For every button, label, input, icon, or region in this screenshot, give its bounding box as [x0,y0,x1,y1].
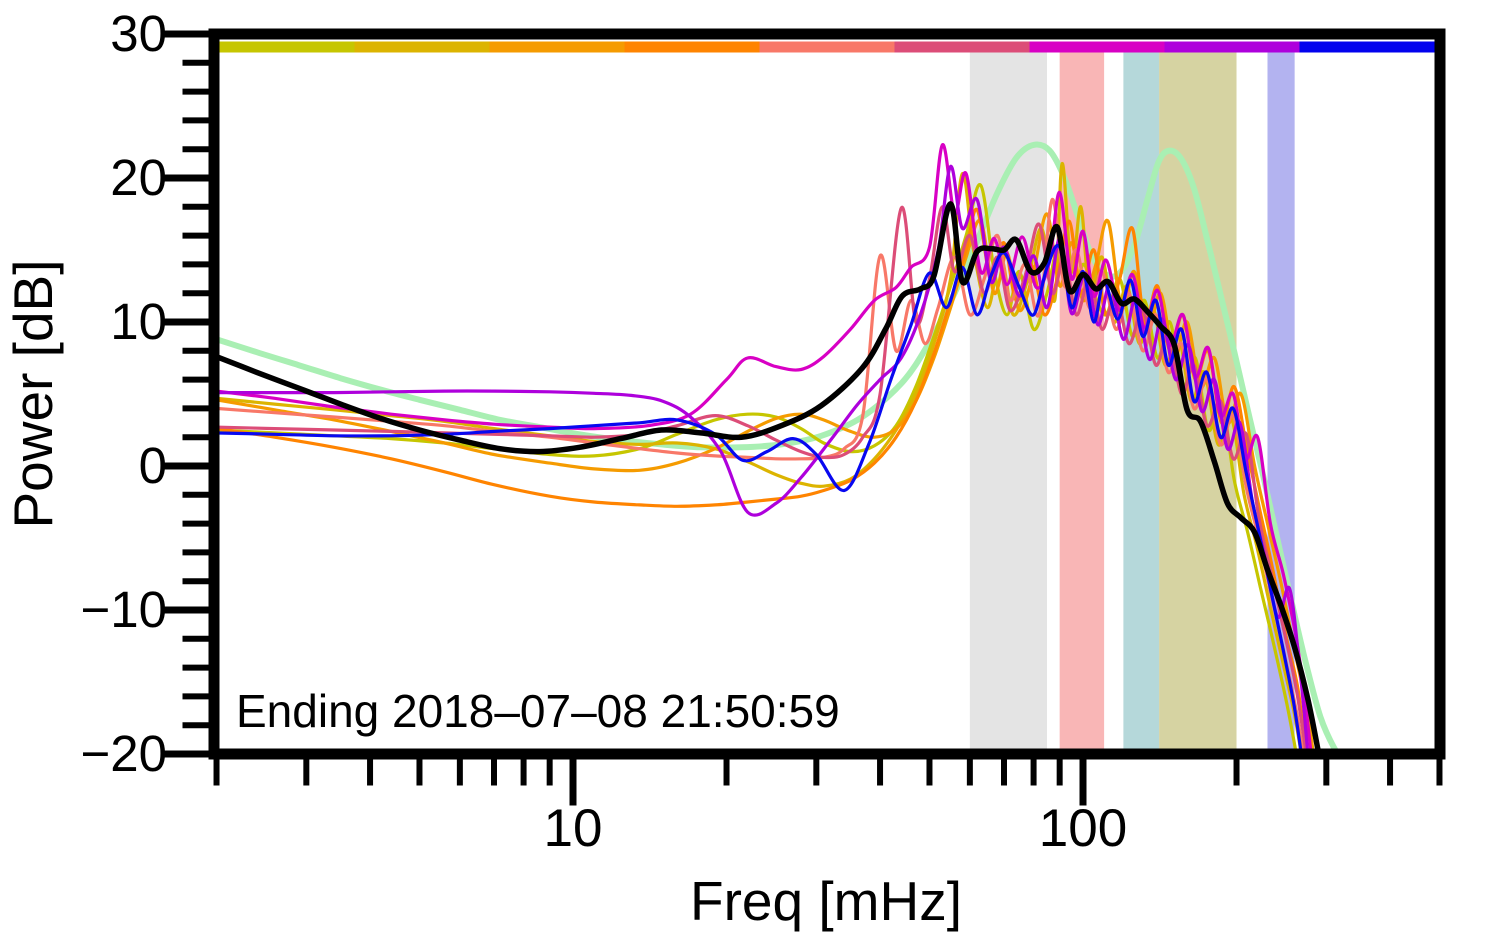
y-tick-label: −20 [80,725,167,782]
y-tick-label: 20 [110,149,167,206]
y-tick-label: 0 [139,437,167,494]
y-axis-title: Power [dB] [2,259,64,528]
annotation-text: Ending 2018–07–08 21:50:59 [236,685,840,737]
band-teal [1123,52,1160,749]
y-tick-label: 10 [110,293,167,350]
series-channel-blue [219,243,1303,749]
plot-border [208,28,1446,760]
x-tick-label: 100 [1039,799,1127,858]
x-tick-label: 10 [544,799,603,858]
strip-segment-0 [219,41,355,53]
band-pink [1059,52,1105,749]
series-mean-black [219,201,1321,749]
series-channel-gold [219,161,1303,749]
ticks-group [164,30,1443,806]
strip-segment-7 [1164,41,1300,53]
series-group [219,141,1338,749]
strip-segment-2 [489,41,625,53]
strip-segment-8 [1299,41,1435,53]
band-gray [969,52,1048,749]
strip-segment-5 [894,41,1030,53]
x-axis-title: Freq [mHz] [690,870,962,932]
top-color-strip [219,41,1435,53]
strip-segment-1 [354,41,490,53]
y-tick-label: −10 [80,581,167,638]
y-tick-label: 30 [110,5,167,62]
strip-segment-4 [759,41,895,53]
strip-segment-3 [624,41,760,53]
strip-segment-6 [1029,41,1165,53]
